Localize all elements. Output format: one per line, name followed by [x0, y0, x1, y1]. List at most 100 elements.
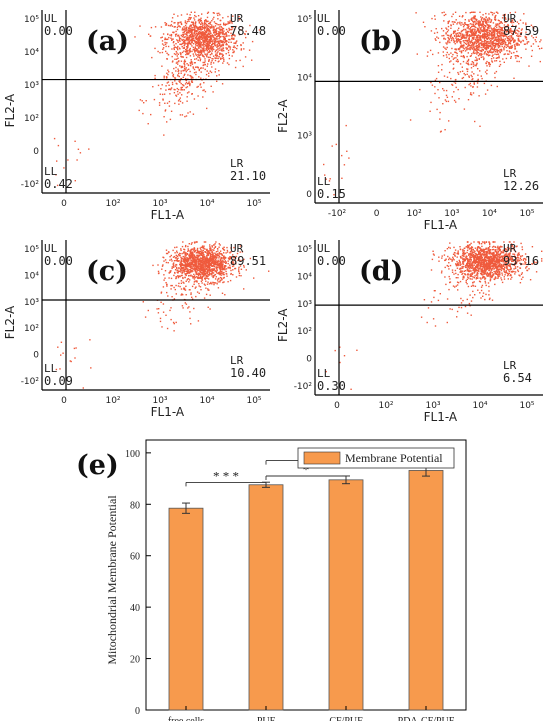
scatter-point [218, 70, 220, 72]
scatter-point [185, 280, 187, 282]
scatter-point [525, 23, 527, 26]
scatter-point [233, 45, 235, 47]
scatter-point [194, 62, 196, 64]
scatter-point [456, 41, 458, 44]
scatter-point [217, 45, 219, 47]
scatter-point [207, 257, 209, 260]
scatter-point [189, 29, 191, 32]
scatter-point [209, 270, 211, 272]
scatter-point [218, 56, 220, 58]
scatter-point [507, 23, 509, 26]
scatter-point [203, 241, 206, 243]
scatter-point [232, 262, 234, 264]
scatter-point [222, 47, 224, 49]
scatter-point [187, 29, 189, 31]
scatter-point [232, 49, 234, 51]
scatter-point [227, 15, 229, 18]
scatter-point [219, 52, 221, 55]
scatter-point [453, 21, 455, 23]
scatter-point [162, 256, 164, 258]
scatter-point [456, 263, 459, 265]
scatter-point [204, 60, 206, 62]
scatter-point [208, 252, 210, 254]
scatter-point [486, 45, 488, 47]
scatter-point [456, 32, 458, 34]
scatter-point [181, 245, 184, 248]
scatter-point [439, 41, 441, 44]
scatter-point [479, 277, 481, 279]
scatter-point [197, 42, 199, 45]
scatter-point [191, 298, 194, 300]
scatter-point [459, 40, 461, 43]
scatter-point [201, 282, 203, 284]
scatter-point [456, 252, 458, 255]
scatter-point [234, 256, 236, 258]
scatter-point [185, 267, 187, 269]
scatter-point [480, 289, 483, 292]
scatter-point [210, 24, 213, 26]
scatter-point [456, 58, 459, 61]
scatter-point [196, 86, 198, 88]
scatter-point [450, 39, 453, 42]
scatter-point [212, 276, 214, 279]
scatter-point [463, 28, 465, 31]
scatter-point [205, 262, 207, 265]
scatter-point [198, 45, 201, 47]
scatter-point [509, 47, 511, 49]
scatter-point [494, 36, 497, 39]
scatter-point [466, 39, 468, 42]
scatter-point [430, 30, 433, 32]
scatter-point [458, 98, 460, 100]
scatter-point [177, 57, 179, 59]
scatter-point [503, 45, 506, 47]
scatter-point [167, 262, 169, 264]
scatter-point [163, 116, 165, 118]
scatter-point [483, 24, 486, 26]
scatter-point [183, 74, 185, 77]
scatter-point [183, 257, 186, 259]
scatter-point [251, 59, 253, 61]
scatter-point [223, 60, 225, 62]
scatter-point [474, 45, 476, 47]
scatter-point [467, 24, 469, 26]
scatter-point [478, 23, 480, 25]
scatter-point [181, 27, 184, 29]
scatter-point [183, 256, 185, 258]
scatter-point [230, 21, 233, 23]
scatter-point [192, 258, 195, 260]
scatter-point [453, 273, 455, 275]
scatter-point [465, 62, 468, 64]
scatter-point [198, 28, 200, 30]
scatter-point [473, 264, 476, 266]
scatter-point [162, 264, 164, 266]
scatter-point [225, 42, 228, 44]
scatter-point [467, 269, 469, 271]
scatter-point [187, 31, 189, 34]
scatter-point [501, 27, 503, 29]
scatter-point [195, 22, 197, 24]
scatter-point [234, 46, 236, 49]
scatter-point [471, 39, 473, 41]
scatter-point [154, 47, 156, 50]
scatter-point [473, 50, 475, 52]
scatter-point [195, 54, 198, 56]
scatter-point [500, 44, 502, 46]
scatter-point [505, 18, 507, 20]
scatter-point [57, 144, 60, 147]
scatter-point [541, 258, 543, 260]
scatter-point [447, 29, 450, 31]
scatter-point [220, 277, 223, 279]
scatter-point [470, 55, 472, 57]
scatter-point [452, 38, 455, 40]
scatter-point [463, 72, 465, 75]
scatter-point [480, 24, 482, 26]
scatter-point [203, 89, 205, 91]
scatter-point [186, 260, 188, 262]
scatter-point [222, 62, 224, 64]
scatter-point [480, 46, 482, 49]
scatter-point [491, 61, 494, 63]
scatter-point [221, 30, 223, 32]
scatter-point [218, 255, 220, 257]
scatter-point [189, 83, 191, 85]
scatter-point [488, 24, 490, 26]
